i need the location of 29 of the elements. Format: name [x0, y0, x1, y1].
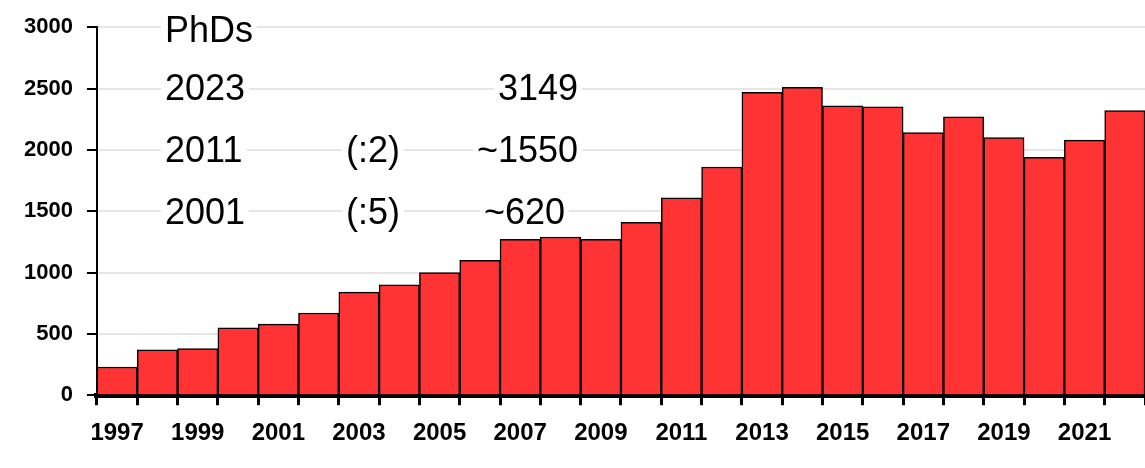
x-tick-label: 2009 — [574, 418, 628, 446]
y-tick-label: 3000 — [23, 13, 73, 39]
annotation: PhDs — [165, 8, 254, 50]
annotation: 2011 — [165, 128, 243, 170]
annotation: ~620 — [483, 190, 565, 232]
y-tick-label: 2500 — [23, 74, 73, 100]
x-tick-label: 1997 — [90, 418, 144, 446]
x-tick-label: 2013 — [735, 418, 789, 446]
y-tick-label: 500 — [36, 319, 73, 345]
x-tick-label: 2021 — [1057, 418, 1112, 446]
x-tick-label: 2005 — [412, 418, 467, 446]
y-tick-label: 1500 — [23, 197, 73, 223]
x-tick-label: 2003 — [332, 418, 386, 446]
annotation: (:2) — [346, 128, 400, 170]
x-tick-label: 2017 — [896, 418, 950, 446]
annotation: (:5) — [346, 190, 400, 232]
y-tick-label: 2000 — [23, 135, 73, 161]
annotation: ~1550 — [476, 128, 578, 170]
x-tick-label: 2011 — [655, 418, 708, 446]
y-tick-label: 0 — [60, 381, 73, 407]
x-tick-label: 1999 — [171, 418, 225, 446]
x-tick-label: 2019 — [977, 418, 1031, 446]
x-tick-label: 2007 — [493, 418, 547, 446]
x-tick-label: 2001 — [251, 418, 306, 446]
annotation: 2001 — [165, 190, 246, 232]
annotation: 3149 — [497, 66, 578, 108]
annotation: 2023 — [165, 66, 246, 108]
y-tick-label: 1000 — [23, 258, 73, 284]
x-tick-label: 2015 — [815, 418, 870, 446]
